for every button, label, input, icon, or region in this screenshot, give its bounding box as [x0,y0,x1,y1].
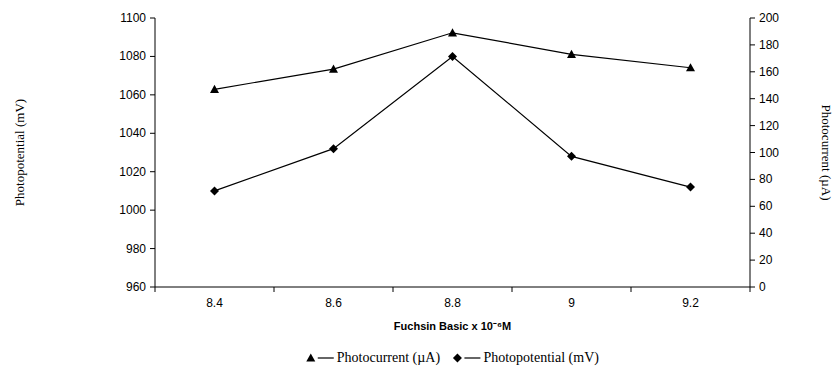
series-line [215,33,691,89]
y-tick [150,56,155,57]
x-tick-label: 8.4 [206,296,223,310]
x-tick [750,287,751,292]
y-tick-label: 1100 [120,11,146,25]
data-point [329,144,338,153]
axes: 960 980 1000 1020 1040 1060 1080 1100 0 20 40 60 80 1… [119,11,779,310]
y2-tick [750,125,755,126]
y2-tick-label: 200 [759,11,779,25]
y2-tick-label: 100 [759,146,779,160]
y2-axis-title: Photocurrent (µA) [819,105,834,201]
legend-item: Photopotential (mV) [453,350,599,366]
x-axis-title: Fuchsin Basic x 10⁻⁶M [394,320,511,332]
y2-tick-label: 20 [759,253,773,267]
y-tick-label: 980 [126,242,146,256]
data-point [686,63,695,71]
y2-tick [750,206,755,207]
y2-tick-label: 80 [759,172,773,186]
y2-tick-label: 40 [759,226,773,240]
y2-tick [750,98,755,99]
x-tick [274,287,275,292]
y-tick [150,133,155,134]
y-axis-title: Photopotential (mV) [12,99,27,206]
y-tick [150,171,155,172]
y2-tick-label: 140 [759,92,779,106]
y-tick-label: 1020 [119,165,146,179]
y-tick-label: 1080 [119,49,146,63]
y2-tick [750,152,755,153]
y-axis-line [155,18,156,287]
x-tick [512,287,513,292]
x-axis-line [155,287,750,288]
data-point [448,28,457,36]
data-point [448,52,457,61]
legend-line [318,357,334,358]
x-tick-label: 8.6 [325,296,342,310]
plot-area [210,28,695,195]
y-tick [150,94,155,95]
data-point [567,152,576,161]
y-tick-label: 960 [126,280,146,294]
y2-tick [750,287,755,288]
y2-tick [750,260,755,261]
y2-tick [750,71,755,72]
series-line [215,56,691,191]
x-tick [155,287,156,292]
y2-tick [750,18,755,19]
y-tick [150,287,155,288]
y-tick [150,210,155,211]
y2-tick [750,233,755,234]
y-tick-label: 1000 [119,203,146,217]
legend-label: Photopotential (mV) [483,350,599,366]
y-tick-label: 1040 [119,126,146,140]
legend-marker [453,354,462,363]
y2-tick-label: 60 [759,199,773,213]
legend-item: Photocurrent (µA) [306,350,440,366]
y2-tick-label: 0 [759,280,766,294]
y2-tick-label: 120 [759,119,779,133]
data-point [567,50,576,58]
x-tick-label: 8.8 [444,296,461,310]
chart: 960 980 1000 1020 1040 1060 1080 1100 0 20 40 60 80 1… [0,0,837,383]
y-tick-label: 1060 [119,88,146,102]
x-tick [631,287,632,292]
y2-tick [750,179,755,180]
data-point [210,186,219,195]
x-tick-label: 9 [568,296,575,310]
y-tick [150,18,155,19]
data-point [686,183,695,192]
legend-label: Photocurrent (µA) [337,350,441,366]
y2-tick-label: 160 [759,65,779,79]
x-tick [393,287,394,292]
x-tick-label: 9.2 [682,296,699,310]
legend-marker [306,354,315,362]
y2-tick-label: 180 [759,38,779,52]
legend-line [464,357,480,358]
data-point [329,65,338,73]
y-tick [150,248,155,249]
legend: Photocurrent (µA) Photopotential (mV) [306,350,599,366]
data-point [210,85,219,93]
y2-tick [750,44,755,45]
